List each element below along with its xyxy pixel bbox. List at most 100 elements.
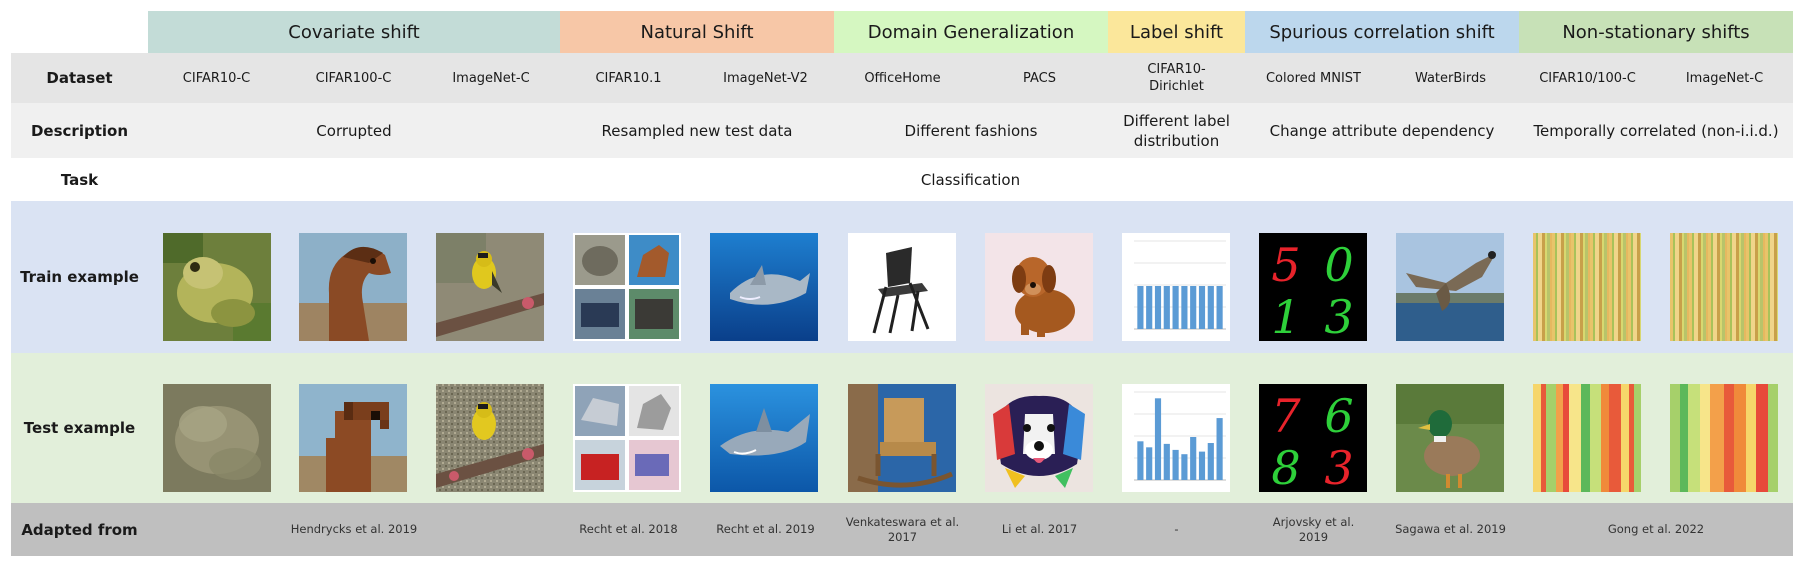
dataset-cifar10-dirichlet: CIFAR10- Dirichlet — [1147, 62, 1206, 94]
dataset-cifar10-c: CIFAR10-C — [182, 70, 251, 86]
test2-stripe — [1710, 384, 1724, 492]
test1-stripe — [1533, 384, 1541, 492]
dataset-colored-mnist: Colored MNIST — [1265, 70, 1361, 86]
train-stripe — [1621, 233, 1623, 341]
test2-stripe — [1700, 384, 1710, 492]
train-horse-image — [299, 233, 407, 341]
test2-stripe — [1768, 384, 1778, 492]
train-stripe — [1590, 233, 1593, 341]
train-stripe — [1679, 233, 1682, 341]
train-stripe — [1739, 233, 1741, 341]
train-stripe — [1552, 233, 1555, 341]
source-recht-2019: Recht et al. 2019 — [716, 522, 815, 536]
train-dog-image — [985, 233, 1093, 341]
group-header-spurious-correlation-shift: Spurious correlation shift — [1245, 11, 1519, 53]
train-stripe — [1538, 233, 1542, 341]
train-uniform-label-histogram — [1122, 233, 1230, 341]
train-stripe — [1720, 233, 1722, 341]
row-label-dataset: Dataset — [46, 69, 113, 87]
train-stripe — [1604, 233, 1607, 341]
train-stripe — [1703, 233, 1706, 341]
skewed-histogram-bar-9 — [1207, 443, 1214, 480]
train-stripe — [1614, 233, 1618, 341]
train-digit-1: 5 — [1271, 238, 1300, 292]
skewed-histogram-bar-5 — [1172, 449, 1179, 480]
train-stripe — [1711, 233, 1713, 341]
train-stripe — [1612, 233, 1614, 341]
description-different-fashions: Different fashions — [904, 121, 1038, 140]
train-stripe — [1574, 233, 1576, 341]
train-stripe — [1746, 233, 1749, 341]
train-stripe — [1576, 233, 1580, 341]
skewed-histogram-bar-2 — [1146, 447, 1153, 480]
row-label-task: Task — [60, 170, 99, 189]
test1-stripe — [1634, 384, 1641, 492]
train-stripe — [1633, 233, 1637, 341]
test-painted-dog-image — [985, 384, 1093, 492]
train-stripe — [1732, 233, 1736, 341]
uniform-histogram-bar-8 — [1198, 286, 1206, 329]
test2-stripe — [1724, 384, 1734, 492]
test-noisy-bird-image — [436, 384, 544, 492]
test1-stripe — [1563, 384, 1569, 492]
source-li-2017: Li et al. 2017 — [1001, 522, 1078, 536]
test1-stripe — [1556, 384, 1563, 492]
skewed-histogram-bar-1 — [1137, 441, 1144, 480]
source-hendrycks-2019: Hendrycks et al. 2019 — [290, 522, 418, 536]
description-resampled: Resampled new test data — [601, 121, 793, 140]
train-stripe — [1722, 233, 1725, 341]
test-pixelated-horse-image — [299, 384, 407, 492]
train-stripe — [1536, 233, 1538, 341]
test1-stripe — [1541, 384, 1546, 492]
train-stripe — [1607, 233, 1609, 341]
train-stripe — [1741, 233, 1744, 341]
test-digit-3: 8 — [1271, 441, 1300, 492]
train-digit-4: 3 — [1324, 290, 1353, 341]
train-stripes-image-1 — [1533, 233, 1641, 341]
uniform-histogram-bar-10 — [1216, 286, 1223, 329]
test-color-bars-image-1 — [1533, 384, 1641, 492]
description-temporally-correlated: Temporally correlated (non-i.i.d.) — [1533, 121, 1779, 140]
group-header-domain-generalization: Domain Generalization — [834, 11, 1108, 53]
test-digit-2: 6 — [1324, 389, 1353, 443]
train-stripe — [1631, 233, 1633, 341]
test2-stripe — [1680, 384, 1688, 492]
train-stripe — [1583, 233, 1585, 341]
test1-stripe — [1569, 384, 1581, 492]
test1-stripe — [1601, 384, 1609, 492]
train-stripe — [1751, 233, 1755, 341]
train-colored-digits-image: 5 0 1 3 — [1259, 233, 1367, 341]
skewed-histogram-bar-6 — [1181, 454, 1188, 480]
dataset-cifar10-1: CIFAR10.1 — [595, 70, 662, 86]
train-stripe — [1684, 233, 1687, 341]
train-stripe — [1637, 233, 1640, 341]
uniform-histogram-bar-1 — [1137, 286, 1144, 329]
train-bird-on-branch-image — [436, 233, 544, 341]
uniform-histogram-bar-6 — [1181, 286, 1188, 329]
train-stripe — [1545, 233, 1547, 341]
train-stripe — [1706, 233, 1708, 341]
train-stripe — [1555, 233, 1557, 341]
test1-stripe — [1546, 384, 1556, 492]
test1-stripe — [1609, 384, 1621, 492]
row-label-description: Description — [30, 121, 129, 140]
test-colored-digits-image: 7 6 8 3 — [1259, 384, 1367, 492]
train-stripe — [1777, 233, 1778, 341]
train-stripe — [1585, 233, 1588, 341]
row-label-test-example: Test example — [23, 419, 136, 437]
train-stripe — [1755, 233, 1758, 341]
dataset-cifar100-c: CIFAR100-C — [315, 70, 392, 86]
test-mixed-grid-image — [573, 384, 681, 492]
adapted-from-row — [11, 503, 1793, 556]
source-recht-2018: Recht et al. 2018 — [579, 522, 678, 536]
test-blurred-frog-image — [163, 384, 271, 492]
test2-stripe — [1756, 384, 1768, 492]
description-label-distribution: Different label distribution — [1123, 111, 1230, 150]
train-stripe — [1730, 233, 1732, 341]
description-row — [11, 103, 1793, 158]
train-digit-3: 1 — [1271, 290, 1300, 341]
train-stripe — [1749, 233, 1751, 341]
source-gong-2022: Gong et al. 2022 — [1607, 522, 1705, 536]
description-attribute-dependency: Change attribute dependency — [1269, 121, 1495, 140]
train-stripe — [1593, 233, 1595, 341]
